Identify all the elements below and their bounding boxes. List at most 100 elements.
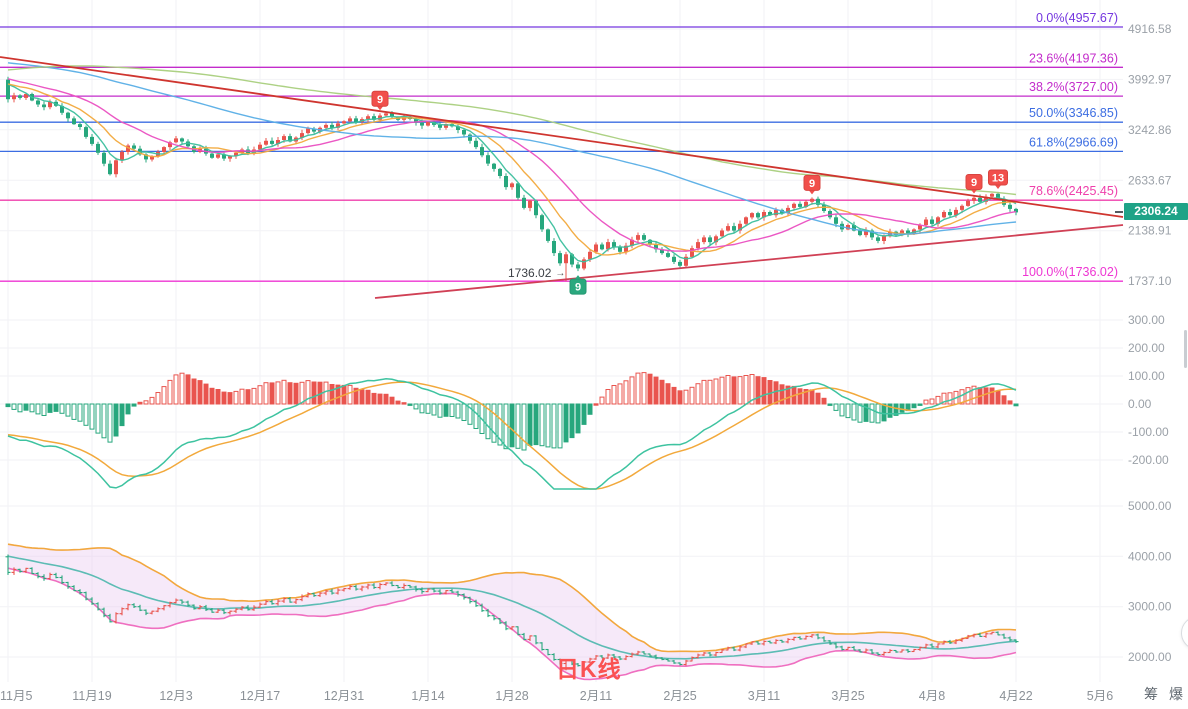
candle-body xyxy=(528,200,532,208)
date-axis-label: 4月8 xyxy=(919,689,945,703)
macd-histogram-bar xyxy=(377,393,383,405)
macd-histogram-bar xyxy=(527,403,533,446)
candle-body xyxy=(540,215,544,230)
moving-average-lines xyxy=(7,62,1017,263)
candle-body xyxy=(234,152,238,157)
candle-body xyxy=(756,213,760,218)
macd-histogram-bar xyxy=(239,388,245,405)
candle-body xyxy=(300,133,304,138)
candle-body xyxy=(222,154,226,159)
ma-line-10 xyxy=(7,83,1017,256)
macd-histogram-bar xyxy=(425,403,431,414)
candle-body xyxy=(90,136,94,144)
burst-button[interactable]: 爆 xyxy=(1169,686,1183,702)
ma-line-5 xyxy=(7,83,1017,263)
candle-body xyxy=(72,118,76,125)
candle-body xyxy=(750,213,754,218)
macd-histogram-bar xyxy=(629,376,635,405)
candle-body xyxy=(738,223,742,231)
macd-histogram-bar xyxy=(167,379,173,405)
candle-body xyxy=(558,253,562,264)
macd-histogram-bar xyxy=(545,403,551,448)
macd-axis-label: 200.00 xyxy=(1128,341,1165,355)
candle-body xyxy=(132,145,136,149)
macd-histogram-bar xyxy=(719,376,725,405)
price-axis-label: 3242.86 xyxy=(1128,123,1172,137)
macd-histogram-bar xyxy=(713,378,719,405)
candle-body xyxy=(288,136,292,142)
macd-histogram-bar xyxy=(419,403,425,414)
macd-histogram-bar xyxy=(491,403,497,443)
candle-body xyxy=(600,244,604,250)
candle-body xyxy=(978,197,982,202)
price-axis-label: 3992.97 xyxy=(1128,72,1172,86)
macd-histogram-bar xyxy=(575,403,581,434)
macd-histogram-bar xyxy=(617,383,623,405)
daily-ohlc-bars xyxy=(5,554,1019,671)
macd-histogram-bar xyxy=(245,389,251,405)
macd-histogram-bar xyxy=(1007,400,1013,405)
macd-axis-label: 100.00 xyxy=(1128,369,1165,383)
macd-histogram-bar xyxy=(335,384,341,405)
macd-histogram-bar xyxy=(203,383,209,405)
candle-body xyxy=(798,203,802,207)
macd-histogram-bar xyxy=(155,392,161,405)
td-badge-box xyxy=(569,278,587,295)
macd-histogram-bar xyxy=(47,403,53,413)
macd-histogram-bar xyxy=(563,403,569,443)
candle-body xyxy=(804,201,808,207)
td-badge-pointer xyxy=(994,184,1002,189)
macd-histogram-bar xyxy=(797,388,803,405)
candle-body xyxy=(672,256,676,262)
macd-histogram-bar xyxy=(989,387,995,405)
candle-body xyxy=(636,235,640,240)
macd-histogram-bar xyxy=(605,389,611,405)
candle-body xyxy=(678,261,682,266)
candle-body xyxy=(96,143,100,153)
macd-histogram-bar xyxy=(329,384,335,405)
candle-body xyxy=(372,116,376,120)
macd-histogram-bar xyxy=(221,391,227,405)
candle-body xyxy=(948,212,952,216)
fibonacci-label: 0.0%(4957.67) xyxy=(1036,11,1118,25)
candle-body xyxy=(792,203,796,208)
macd-histogram-bar xyxy=(59,403,65,414)
candle-body xyxy=(588,251,592,260)
macd-histogram-bar xyxy=(5,403,11,408)
candle-body xyxy=(930,219,934,224)
macd-histogram-bar xyxy=(701,379,707,405)
macd-histogram-bar xyxy=(35,403,41,415)
macd-histogram-bar xyxy=(581,403,587,425)
macd-histogram-bar xyxy=(947,392,953,405)
macd-histogram-bar xyxy=(95,403,101,434)
price-axis-label: 2138.91 xyxy=(1128,224,1172,238)
candle-body xyxy=(960,205,964,210)
date-axis-label: 11月19 xyxy=(72,689,111,703)
candle-body xyxy=(882,236,886,241)
candle-body xyxy=(564,254,568,264)
candle-body xyxy=(708,237,712,243)
candle-body xyxy=(762,212,766,218)
macd-histogram-bar xyxy=(647,373,653,405)
macd-histogram-bar xyxy=(323,381,329,405)
scrollbar-thumb[interactable] xyxy=(1184,330,1187,368)
td-badge-box xyxy=(988,169,1008,186)
td-badge-box xyxy=(965,174,983,191)
candle-body xyxy=(954,209,958,216)
candle-body xyxy=(810,198,814,202)
macd-histogram-bar xyxy=(23,403,29,411)
td-badge-count: 9 xyxy=(809,178,815,190)
macd-histogram-bar xyxy=(257,385,263,405)
fibonacci-label: 100.0%(1736.02) xyxy=(1022,265,1118,279)
date-axis-label: 11月5 xyxy=(0,689,32,703)
chips-button[interactable]: 筹 xyxy=(1144,686,1158,702)
candle-body xyxy=(210,153,214,158)
candle-body xyxy=(576,264,580,269)
macd-histogram-bar xyxy=(1013,403,1019,407)
candle-body xyxy=(552,241,556,254)
macd-histogram-bar xyxy=(941,392,947,405)
candle-body xyxy=(48,101,52,108)
ma-line-60 xyxy=(7,62,1017,235)
